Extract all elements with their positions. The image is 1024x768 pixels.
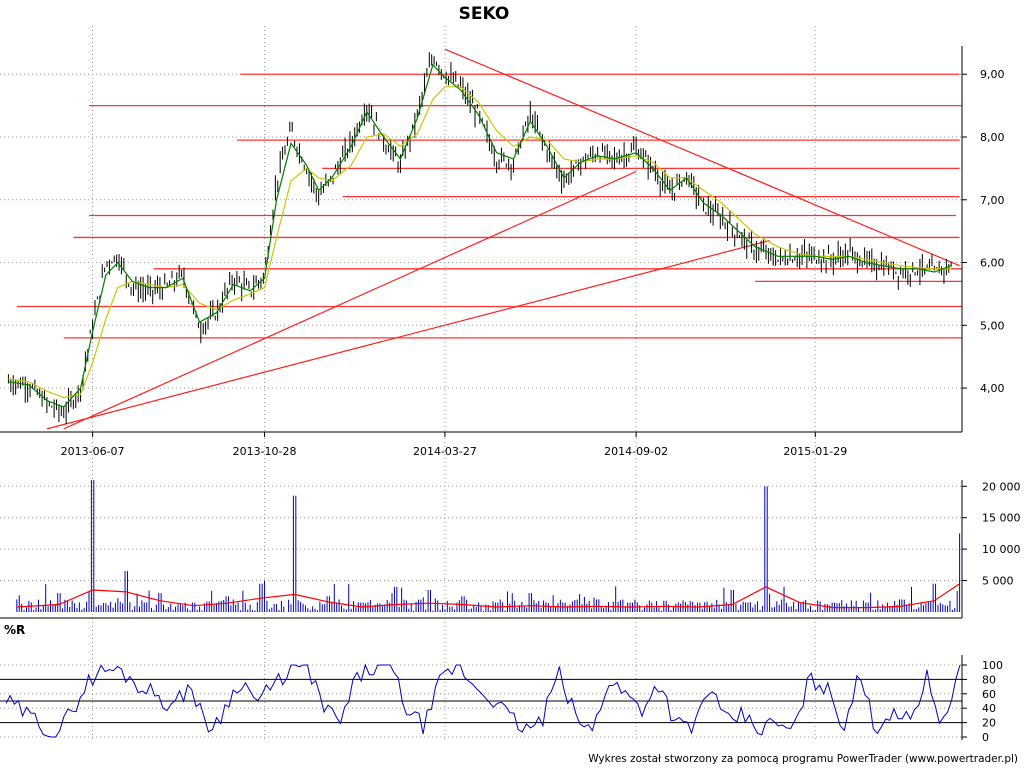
chart-title: SEKO: [459, 4, 510, 24]
price-panel: 4,005,006,007,008,009,00 2013-06-07 2013-…: [0, 26, 1005, 740]
volume-y-ticks: 20 000 15 000 10 000 5 000: [962, 480, 1021, 588]
williams-r-line: [5, 663, 961, 738]
price-moving-averages: [8, 63, 952, 408]
williams-r-y-tick-label: 100: [982, 659, 1003, 672]
price-y-tick-label: 8,00: [980, 131, 1005, 144]
price-x-tick-label: 2015-01-29: [783, 445, 847, 458]
trendline: [444, 48, 960, 267]
williams-r-title: %R: [4, 623, 25, 637]
volume-y-tick-label: 5 000: [982, 575, 1014, 588]
volume-average: [16, 583, 960, 609]
volume-y-tick-label: 10 000: [982, 543, 1021, 556]
williams-r-y-tick-label: 20: [982, 717, 996, 730]
williams-r-y-tick-label: 60: [982, 688, 996, 701]
price-x-tick-label: 2014-03-27: [413, 445, 477, 458]
price-y-tick-label: 4,00: [980, 382, 1005, 395]
moving-average-long-line: [8, 86, 952, 399]
price-x-tick-label: 2014-09-02: [604, 445, 668, 458]
volume-panel: 20 000 15 000 10 000 5 000: [0, 480, 1021, 619]
volume-average-line: [16, 583, 960, 609]
footer-credit: Wykres został stworzony za pomocą progra…: [588, 753, 1018, 765]
trendline: [63, 170, 637, 430]
williams-r-y-tick-label: 80: [982, 673, 996, 686]
price-y-ticks: 4,00 5,00 6,00 7,00 8,00 9,00: [962, 68, 1005, 395]
price-x-ticks: 2013-06-07 2013-10-28 2014-03-27 2014-09-02…: [61, 432, 847, 458]
trendline: [46, 239, 770, 430]
williams-r-series-line: [5, 663, 961, 738]
price-trendlines: [46, 48, 960, 430]
williams-r-y-tick-label: 0: [982, 731, 989, 744]
price-x-tick-label: 2013-10-28: [233, 445, 297, 458]
volume-gridlines: [0, 485, 962, 582]
price-y-tick-label: 5,00: [980, 319, 1005, 332]
price-horizontal-levels: [16, 73, 962, 339]
price-x-tick-label: 2013-06-07: [61, 445, 125, 458]
price-y-tick-label: 6,00: [980, 257, 1005, 270]
price-y-tick-label: 7,00: [980, 194, 1005, 207]
volume-y-tick-label: 20 000: [982, 480, 1021, 493]
price-y-tick-label: 9,00: [980, 68, 1005, 81]
williams-r-y-tick-label: 40: [982, 702, 996, 715]
volume-y-tick-label: 15 000: [982, 512, 1021, 525]
moving-average-short-line: [8, 63, 952, 408]
